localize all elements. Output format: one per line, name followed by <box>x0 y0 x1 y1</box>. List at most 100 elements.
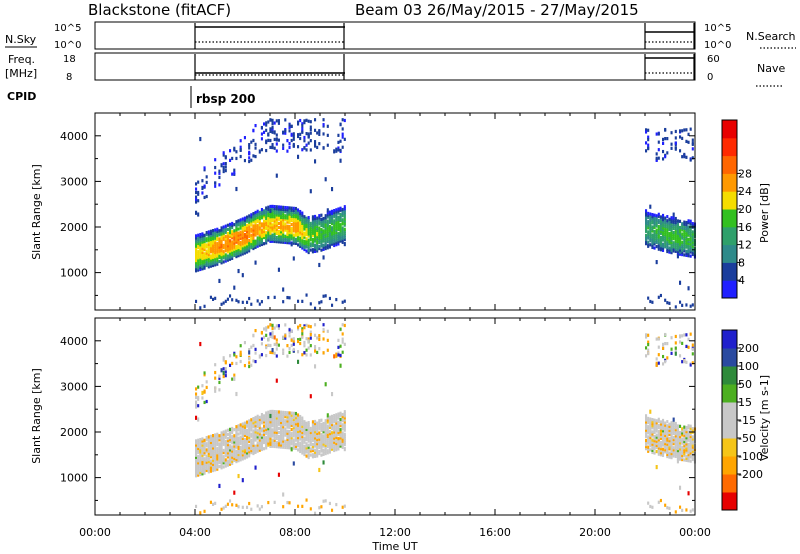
power-cell <box>339 208 342 212</box>
velocity-cell <box>318 431 321 435</box>
freq-tick-bottom: 8 <box>66 72 72 83</box>
power-cell <box>282 300 285 304</box>
power-cell <box>195 240 198 244</box>
velocity-cell <box>222 450 225 455</box>
velocity-cell <box>235 435 238 439</box>
power-cell <box>224 155 227 159</box>
power-cell <box>216 231 219 236</box>
power-cell <box>248 226 251 230</box>
velocity-cell <box>239 456 242 460</box>
power-cell <box>297 210 300 214</box>
velocity-cell <box>277 430 280 435</box>
power-cell <box>335 236 338 241</box>
velocity-cell <box>252 437 255 441</box>
velocity-cell <box>672 431 675 435</box>
velocity-cell <box>195 474 198 478</box>
velocity-cell <box>685 425 688 430</box>
power-cell <box>668 238 671 242</box>
power-cell <box>209 242 212 246</box>
velocity-cell <box>335 352 338 356</box>
power-cell <box>299 242 302 246</box>
power-cell <box>273 227 276 231</box>
velocity-cell <box>218 456 221 460</box>
velocity-cell <box>647 447 650 451</box>
velocity-cell <box>670 431 673 435</box>
power-cell <box>681 240 684 244</box>
power-cell <box>226 240 229 244</box>
velocity-cell <box>246 447 249 451</box>
velocity-cell <box>337 426 340 431</box>
velocity-cell <box>316 454 319 458</box>
velocity-cell <box>284 445 287 450</box>
power-cell <box>679 129 682 133</box>
power-cell <box>670 216 673 220</box>
power-cell <box>199 253 202 257</box>
velocity-cell <box>299 419 302 423</box>
velocity-cell <box>299 437 302 441</box>
power-cell <box>664 218 667 222</box>
velocity-cell <box>209 465 212 469</box>
velocity-cell <box>195 468 198 472</box>
velocity-cell <box>653 426 656 431</box>
velocity-cell <box>237 452 240 457</box>
velocity-cell <box>199 440 202 444</box>
velocity-cell <box>203 438 206 442</box>
velocity-cell <box>207 441 210 445</box>
velocity-cell <box>258 440 261 444</box>
velocity-cell <box>207 462 210 466</box>
velocity-cell <box>252 433 255 437</box>
power-cell <box>294 231 297 235</box>
velocity-cell <box>212 466 215 471</box>
velocity-cell <box>231 451 234 455</box>
power-cell <box>337 148 340 152</box>
power-cell <box>651 243 654 247</box>
velocity-cell <box>241 449 244 453</box>
velocity-cell <box>676 448 679 453</box>
velocity-cell <box>314 423 317 428</box>
power-cell <box>335 232 338 237</box>
velocity-cell <box>309 437 312 441</box>
velocity-cell <box>339 353 342 358</box>
velocity-cell <box>670 336 673 340</box>
velocity-cell <box>316 336 319 340</box>
velocity-cell <box>237 444 240 448</box>
power-cell <box>647 211 650 216</box>
velocity-cell <box>292 413 295 417</box>
velocity-cell <box>337 430 340 435</box>
velocity-cell <box>207 449 210 453</box>
velocity-cell <box>282 412 285 417</box>
velocity-cell <box>645 414 648 418</box>
velocity-cell <box>681 437 684 441</box>
velocity-cell <box>233 442 236 446</box>
power-cell <box>320 221 323 226</box>
velocity-cell <box>303 340 306 345</box>
velocity-cell <box>229 435 232 440</box>
power-cell <box>649 218 652 222</box>
power-cell <box>233 148 236 152</box>
power-cell <box>265 241 268 245</box>
power-cell <box>687 247 690 252</box>
power-cell <box>197 250 200 254</box>
power-cell <box>231 223 234 228</box>
velocity-cell <box>246 424 249 428</box>
power-cell <box>322 233 325 237</box>
velocity-cell <box>647 418 650 423</box>
velocity-cell <box>653 439 656 443</box>
velocity-cell <box>659 453 662 457</box>
velocity-cell <box>260 419 263 423</box>
velocity-cell <box>337 443 340 447</box>
velocity-cell <box>689 445 692 449</box>
power-cell <box>331 217 334 222</box>
power-cell <box>651 239 654 243</box>
power-cell <box>337 234 340 238</box>
power-cell <box>269 206 272 211</box>
velocity-cell <box>653 422 656 426</box>
velocity-cell <box>218 442 221 446</box>
velocity-cell <box>339 344 342 348</box>
velocity-cell <box>237 457 240 461</box>
velocity-cell <box>209 449 212 453</box>
velocity-cell <box>301 332 304 336</box>
velocity-cell <box>343 442 346 447</box>
velocity-cell <box>649 429 652 433</box>
power-cell <box>260 132 263 136</box>
